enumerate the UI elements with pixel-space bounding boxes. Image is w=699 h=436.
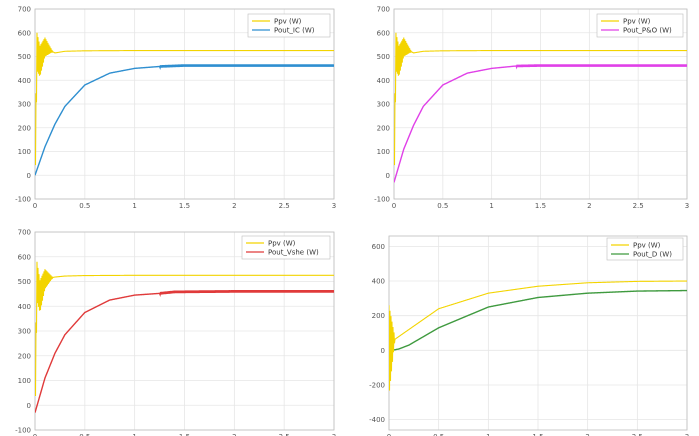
y-tick-label: 100 — [377, 148, 390, 156]
y-tick-label: 600 — [372, 243, 385, 251]
plot-frame — [34, 8, 335, 200]
x-tick-label: 3 — [685, 202, 689, 210]
x-tick-label: 2 — [232, 202, 236, 210]
x-tick-label: 0.5 — [433, 433, 444, 436]
legend-label: Ppv (W) — [633, 242, 661, 250]
y-tick-label: 200 — [18, 352, 31, 360]
x-tick-label: 0 — [33, 433, 37, 436]
plot-frame — [34, 231, 335, 431]
x-tick-label: 0 — [33, 202, 37, 210]
y-tick-label: 0 — [381, 347, 385, 355]
y-tick-label: 500 — [18, 53, 31, 61]
plot-frame — [393, 8, 688, 200]
y-tick-label: 400 — [18, 77, 31, 85]
x-tick-label: 3 — [332, 433, 336, 436]
x-tick-label: 1.5 — [532, 433, 543, 436]
x-tick-label: 3 — [685, 433, 689, 436]
x-tick-label: 1.5 — [535, 202, 546, 210]
legend-label: Pout_D (W) — [633, 251, 672, 259]
x-tick-label: 1 — [489, 202, 493, 210]
legend-box — [596, 13, 684, 38]
y-tick-label: 600 — [18, 253, 31, 261]
x-tick-label: 3 — [332, 202, 336, 210]
x-tick-label: 2.5 — [279, 202, 290, 210]
y-tick-label: -100 — [15, 427, 31, 435]
y-tick-label: 100 — [18, 377, 31, 385]
x-tick-label: 0.5 — [437, 202, 448, 210]
x-tick-label: 1 — [486, 433, 490, 436]
legend-label: Ppv (W) — [623, 18, 651, 26]
y-tick-label: 0 — [27, 402, 31, 410]
y-tick-label: 300 — [18, 328, 31, 336]
y-tick-label: 200 — [377, 124, 390, 132]
legend-label: Ppv (W) — [268, 240, 296, 248]
x-tick-label: 2.5 — [633, 202, 644, 210]
legend-label: Pout_P&O (W) — [623, 27, 672, 35]
y-tick-label: 700 — [377, 6, 390, 14]
legend-label: Ppv (W) — [274, 18, 302, 26]
x-tick-label: 1.5 — [179, 433, 190, 436]
x-tick-label: 0.5 — [79, 433, 90, 436]
x-tick-label: 0.5 — [79, 202, 90, 210]
y-tick-label: -200 — [369, 381, 385, 389]
x-tick-label: 2.5 — [279, 433, 290, 436]
chart-bottom-left: -100010020030040050060070000.511.522.53P… — [15, 229, 336, 436]
y-tick-label: 200 — [18, 124, 31, 132]
x-tick-label: 2 — [232, 433, 236, 436]
x-tick-label: 0 — [387, 433, 391, 436]
x-tick-label: 2 — [585, 433, 589, 436]
y-tick-label: 500 — [377, 53, 390, 61]
y-tick-label: 200 — [372, 312, 385, 320]
y-tick-label: 0 — [27, 172, 31, 180]
legend-label: Pout_IC (W) — [274, 27, 315, 35]
y-tick-label: 400 — [18, 303, 31, 311]
y-tick-label: 300 — [18, 101, 31, 109]
legend-box — [241, 235, 331, 260]
x-tick-label: 1 — [132, 433, 136, 436]
x-tick-label: 2 — [587, 202, 591, 210]
y-tick-label: 700 — [18, 6, 31, 14]
y-tick-label: 100 — [18, 148, 31, 156]
y-tick-label: 300 — [377, 101, 390, 109]
y-tick-label: 0 — [386, 172, 390, 180]
y-tick-label: 600 — [18, 29, 31, 37]
y-tick-label: -100 — [374, 196, 390, 204]
x-tick-label: 2.5 — [632, 433, 643, 436]
y-tick-label: 400 — [377, 77, 390, 85]
y-tick-label: -400 — [369, 416, 385, 424]
y-tick-label: 400 — [372, 278, 385, 286]
legend-box — [247, 13, 331, 38]
y-tick-label: -100 — [15, 196, 31, 204]
x-tick-label: 1 — [132, 202, 136, 210]
chart-bottom-right: -400 -200 0 200 400 600 0 0.5 1 1.5 2 2.5 3 Ppv (W)Po… — [369, 235, 689, 436]
y-tick-label: 600 — [377, 29, 390, 37]
legend-label: Pout_Vshe (W) — [268, 249, 319, 257]
y-tick-label: 500 — [18, 278, 31, 286]
x-tick-label: 1.5 — [179, 202, 190, 210]
y-tick-label: 700 — [18, 229, 31, 237]
x-tick-label: 0 — [392, 202, 396, 210]
